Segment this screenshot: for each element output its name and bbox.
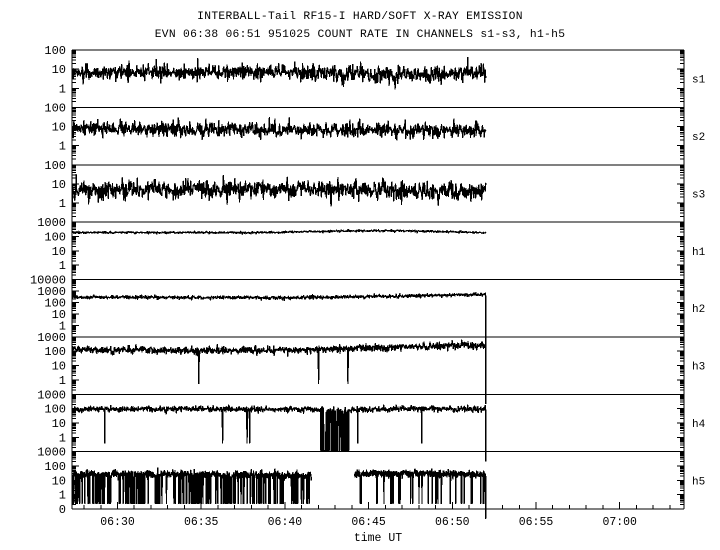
svg-text:100: 100 — [44, 460, 66, 474]
svg-text:10: 10 — [52, 245, 66, 259]
svg-text:100: 100 — [44, 44, 66, 58]
svg-text:EVN 06:38 06:51 951025 COUNT: EVN 06:38 06:51 951025 COUNT RATE IN CHA… — [155, 29, 566, 41]
svg-text:1: 1 — [59, 82, 66, 96]
svg-text:h3: h3 — [692, 362, 705, 374]
svg-text:1: 1 — [59, 140, 66, 154]
svg-text:h2: h2 — [692, 304, 705, 316]
svg-text:100: 100 — [44, 159, 66, 173]
svg-text:1: 1 — [59, 431, 66, 445]
svg-text:06:50: 06:50 — [435, 516, 470, 529]
svg-text:06:35: 06:35 — [184, 516, 219, 529]
svg-text:1: 1 — [59, 374, 66, 388]
svg-text:1000: 1000 — [37, 331, 66, 345]
svg-text:0: 0 — [59, 503, 66, 517]
svg-text:100: 100 — [44, 345, 66, 359]
svg-text:06:30: 06:30 — [100, 516, 135, 529]
svg-text:1000: 1000 — [37, 388, 66, 402]
svg-text:1: 1 — [59, 197, 66, 211]
svg-text:10: 10 — [52, 63, 66, 77]
svg-text:100: 100 — [44, 403, 66, 417]
svg-text:1000: 1000 — [37, 216, 66, 230]
svg-text:1: 1 — [59, 259, 66, 273]
svg-text:h1: h1 — [692, 247, 706, 259]
svg-text:s2: s2 — [692, 132, 705, 144]
svg-text:07:00: 07:00 — [602, 516, 637, 529]
svg-text:h5: h5 — [692, 476, 705, 488]
svg-text:06:40: 06:40 — [268, 516, 303, 529]
svg-text:INTERBALL-Tail RF15-I HARD/SOF: INTERBALL-Tail RF15-I HARD/SOFT X-RAY EM… — [197, 11, 523, 23]
svg-text:10: 10 — [52, 178, 66, 192]
svg-text:100: 100 — [44, 230, 66, 244]
svg-text:1: 1 — [59, 489, 66, 503]
svg-text:10: 10 — [52, 360, 66, 374]
svg-text:10: 10 — [52, 121, 66, 135]
svg-text:10: 10 — [52, 474, 66, 488]
svg-text:06:55: 06:55 — [519, 516, 554, 529]
svg-text:s1: s1 — [692, 75, 706, 87]
svg-text:time UT: time UT — [354, 532, 402, 545]
svg-text:s3: s3 — [692, 189, 705, 201]
svg-text:h4: h4 — [692, 419, 706, 431]
svg-text:10: 10 — [52, 417, 66, 431]
svg-text:1000: 1000 — [37, 446, 66, 460]
svg-text:06:45: 06:45 — [351, 516, 386, 529]
svg-text:100: 100 — [44, 101, 66, 115]
